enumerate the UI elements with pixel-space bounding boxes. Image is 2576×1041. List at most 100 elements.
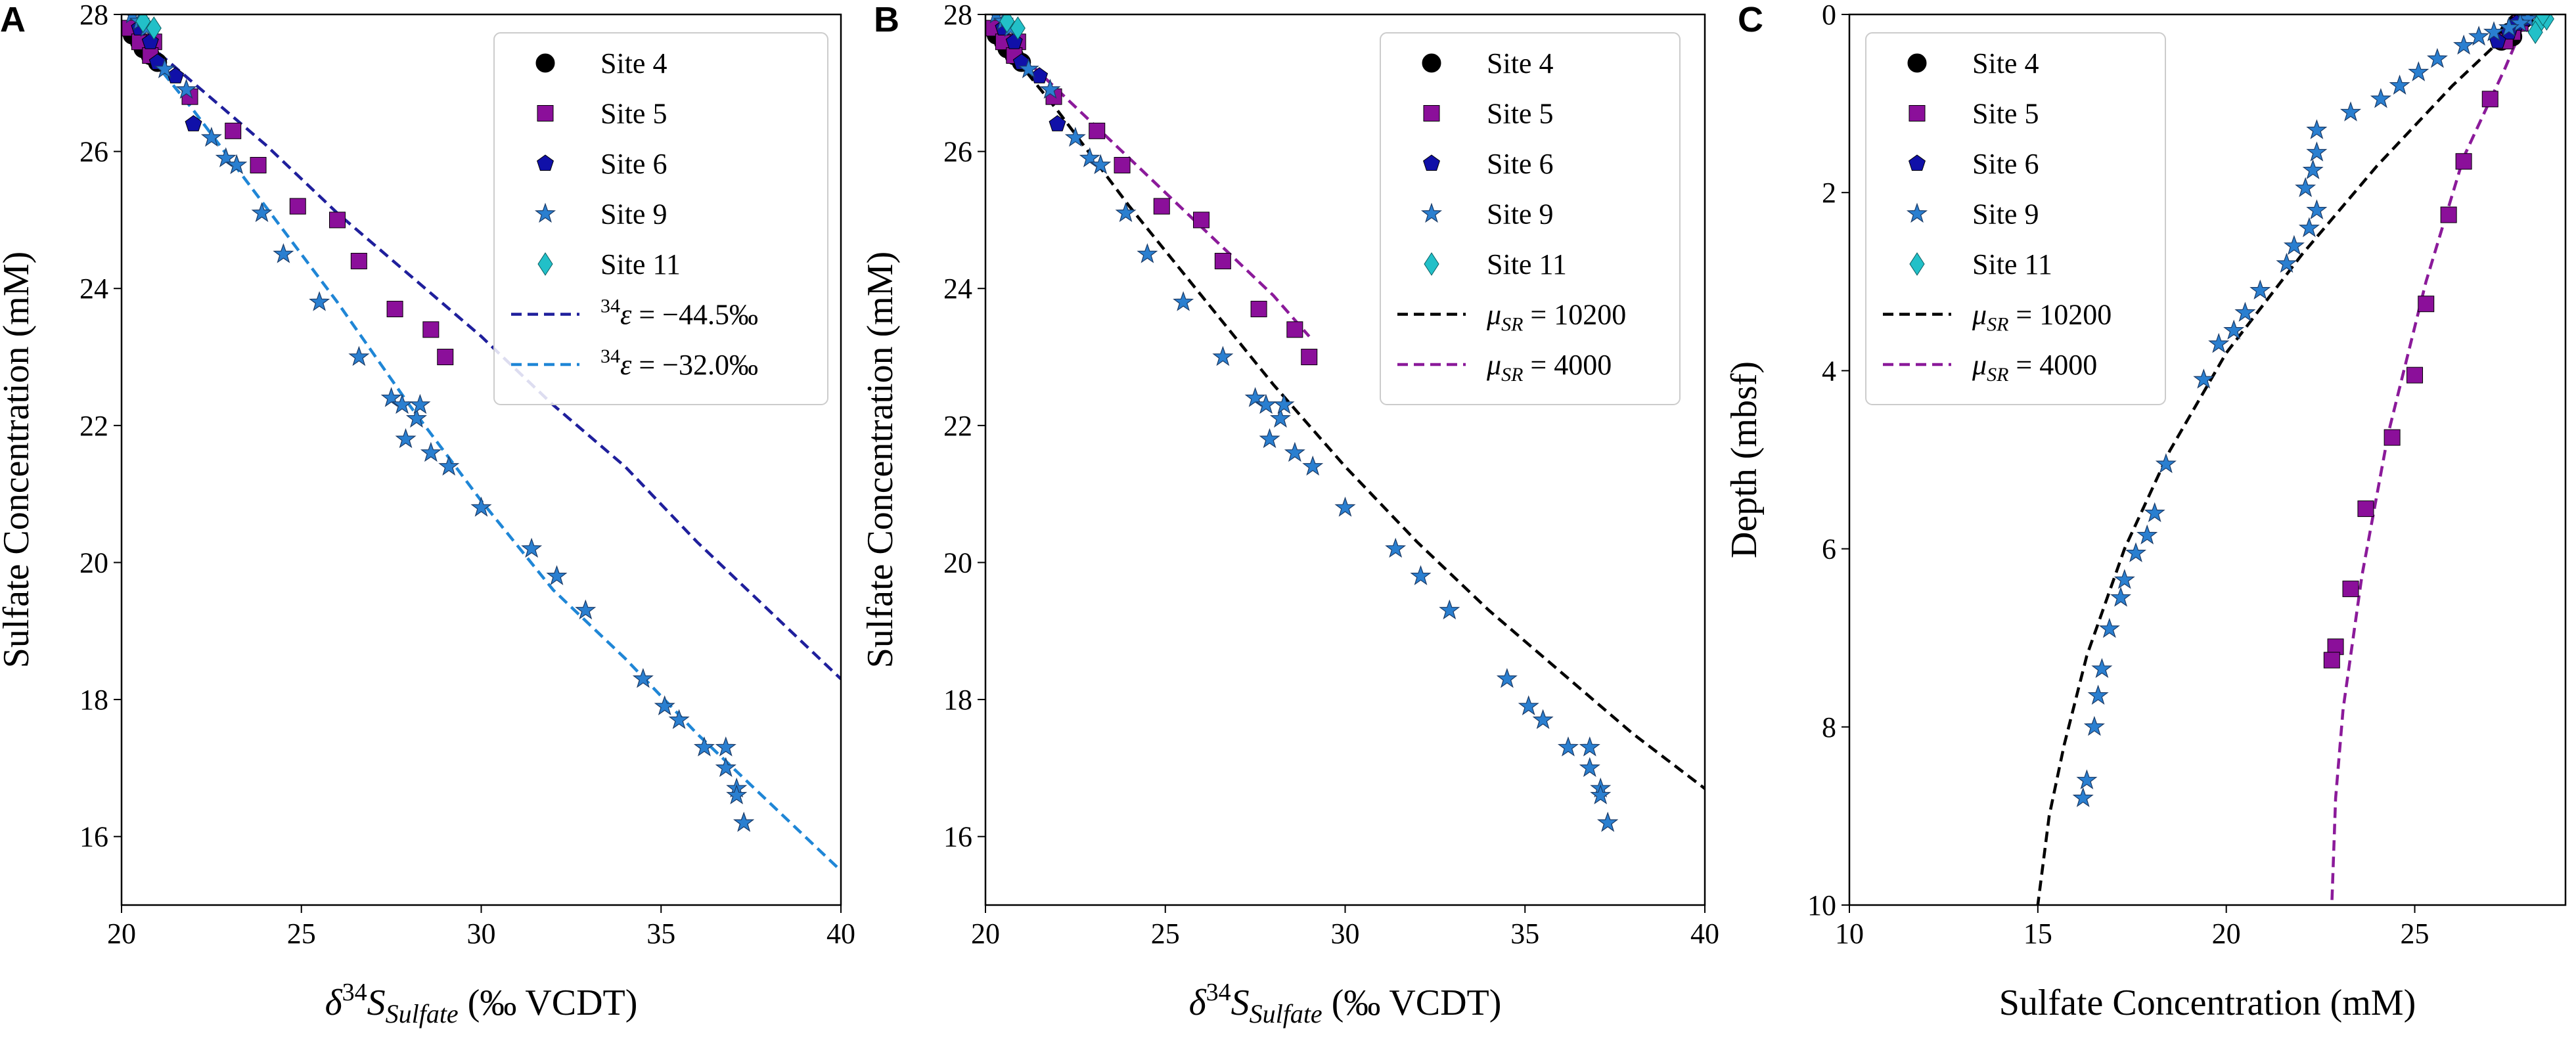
data-point [420,441,441,462]
data-point [1250,301,1267,318]
legend-label: Site 11 [1972,248,2052,280]
data-point [409,393,431,414]
panel-a: A 20 25 30 35 40 16 18 20 22 24 26 28 δ34SSulfate (‰ … [0,0,855,1029]
y-tick-label: 0 [1822,0,1836,31]
data-point [2418,296,2435,313]
panel-letter: C [1738,0,1763,39]
x-tick-label: 20 [2212,918,2241,950]
x-axis-label: δ34SSulfate (‰ VCDT) [325,979,638,1029]
data-point [2283,234,2305,255]
data-point [1590,784,1612,805]
data-point [200,126,222,147]
data-point [350,253,367,270]
legend-label: Site 4 [600,47,667,79]
legend-label: μSR = 4000 [1486,349,1612,386]
fit-line-1 [2036,14,2529,905]
data-point [348,345,370,366]
data-point [2155,453,2177,474]
data-point [422,321,440,338]
data-point [392,393,413,414]
data-point [215,147,237,167]
axes-frame [120,13,842,906]
data-point [726,784,748,805]
legend-marker [1423,154,1440,171]
data-point [2087,684,2109,705]
data-point [1518,695,1539,716]
data-point [289,198,306,215]
data-point [2339,101,2362,122]
y-tick-label: 28 [79,0,108,31]
legend: Site 4 Site 5 Site 6 Site 9 Site 11 μSR = 102… [1380,32,1681,405]
legend-label: Site 4 [1487,47,1553,79]
x-tick-label: 20 [107,918,136,950]
y-tick-label: 4 [1822,355,1836,387]
y-tick-label: 20 [943,546,972,579]
plot-area [985,14,1705,832]
data-point [438,455,460,476]
data-point [2468,26,2490,46]
data-point [273,243,294,263]
y-tick-label: 18 [79,684,108,716]
y-tick-label: 16 [943,821,972,853]
data-point [1193,211,1209,229]
data-point [2276,252,2297,273]
y-tick-label: 6 [1822,533,1836,565]
legend-label: 34ε = −44.5‰ [600,296,758,331]
data-point [2295,177,2316,198]
x-tick-label: 20 [971,918,1000,950]
legend-label: Site 4 [1972,47,2039,79]
legend-label: Site 9 [1487,198,1553,231]
data-point [733,811,755,832]
data-point [1259,428,1280,449]
legend-label: Site 5 [1972,98,2039,130]
data-point [1090,154,1112,175]
y-tick-label: 16 [79,821,108,853]
x-tick-label: 30 [1331,918,1360,950]
data-point [1410,565,1432,585]
y-tick-label: 26 [943,136,972,168]
data-point [1049,115,1066,131]
data-point [250,156,267,173]
x-tick-label: 35 [1510,918,1539,950]
y-tick-label: 2 [1822,177,1836,209]
legend-box [493,32,828,405]
data-point [1269,407,1291,428]
axes-frame [1848,13,2567,906]
series-site-11 [2527,14,2554,45]
data-point [309,291,330,311]
data-point [146,16,162,40]
data-point [2091,657,2113,678]
y-axis-label: Depth (mbsf) [1724,361,1765,558]
panel-b: B 20 25 30 35 40 16 18 20 22 24 26 28 δ34SSulfate (‰ … [860,0,1719,1029]
x-tick-label: 15 [2023,918,2052,950]
data-point [2453,34,2475,55]
data-point [2535,14,2551,26]
data-point [2083,715,2105,736]
data-point [386,301,403,318]
x-tick-label: 40 [1690,918,1719,950]
series-site-11 [999,14,1026,40]
data-point [2098,617,2120,638]
legend-label: Site 6 [1972,148,2039,180]
data-point [175,78,197,99]
data-point [2407,366,2424,384]
series-site-9 [2072,14,2539,807]
series-site-9 [989,14,1619,832]
legend-label: μSR = 4000 [1972,349,2097,386]
data-point [1255,393,1277,414]
data-point [1439,599,1460,620]
data-point [1115,202,1137,223]
legend-marker [1909,154,1926,171]
data-point [2076,769,2098,789]
x-tick-label: 10 [1835,918,1864,950]
x-tick-label: 30 [467,918,496,950]
x-tick-label: 25 [287,918,316,950]
data-point [1089,122,1106,139]
data-point [251,202,273,223]
x-axis-label: δ34SSulfate (‰ VCDT) [1189,979,1502,1029]
data-point [2384,429,2401,446]
data-point [2249,279,2271,299]
x-tick-label: 25 [2401,918,2429,950]
data-point [2527,20,2543,45]
